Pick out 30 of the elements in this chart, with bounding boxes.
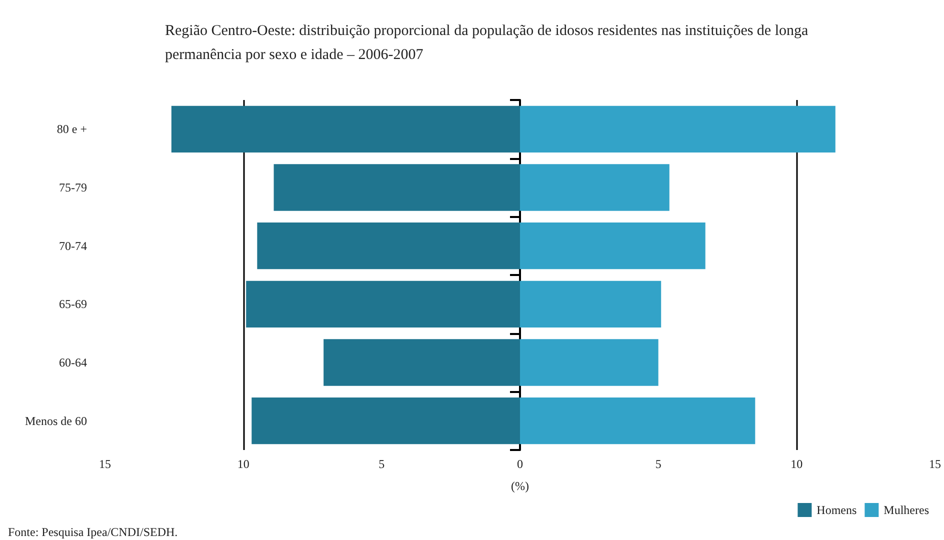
x-tick-label: 0 (517, 457, 523, 471)
y-tick-label: 80 e + (56, 122, 88, 136)
bar (246, 280, 520, 328)
bar (520, 164, 670, 211)
x-tick-label: 15 (99, 457, 111, 471)
x-tick-label: 10 (790, 457, 803, 471)
bar (520, 280, 662, 328)
bar (324, 339, 520, 386)
x-tick-label: 5 (378, 457, 385, 471)
bar (520, 106, 836, 152)
legend-label: Mulheres (884, 503, 930, 517)
bar (520, 222, 706, 270)
bar (520, 398, 756, 444)
x-tick-label: 10 (237, 457, 250, 471)
bar (171, 106, 520, 152)
y-tick-label: 75-79 (59, 180, 87, 194)
x-tick-label: 5 (655, 457, 662, 471)
y-tick-label: 65-69 (59, 297, 87, 312)
bar (274, 164, 520, 211)
bar (520, 339, 658, 386)
bar (252, 398, 520, 444)
x-axis-title: (%) (511, 479, 529, 493)
legend-label: Homens (816, 503, 858, 517)
bar (257, 222, 520, 270)
y-tick-label: 60-64 (59, 356, 87, 370)
y-tick-label: Menos de 60 (25, 414, 87, 428)
chart-title: Região Centro-Oeste: distribuição proporcional da população de idosos residentes nas instituições de longa permanência por sexo e idade – 2006-2007 (165, 23, 812, 63)
source-note: Fonte: Pesquisa Ipea/CNDI/SEDH. (8, 525, 178, 539)
x-tick-label: 15 (929, 457, 941, 471)
y-tick-label: 70-74 (59, 238, 87, 253)
